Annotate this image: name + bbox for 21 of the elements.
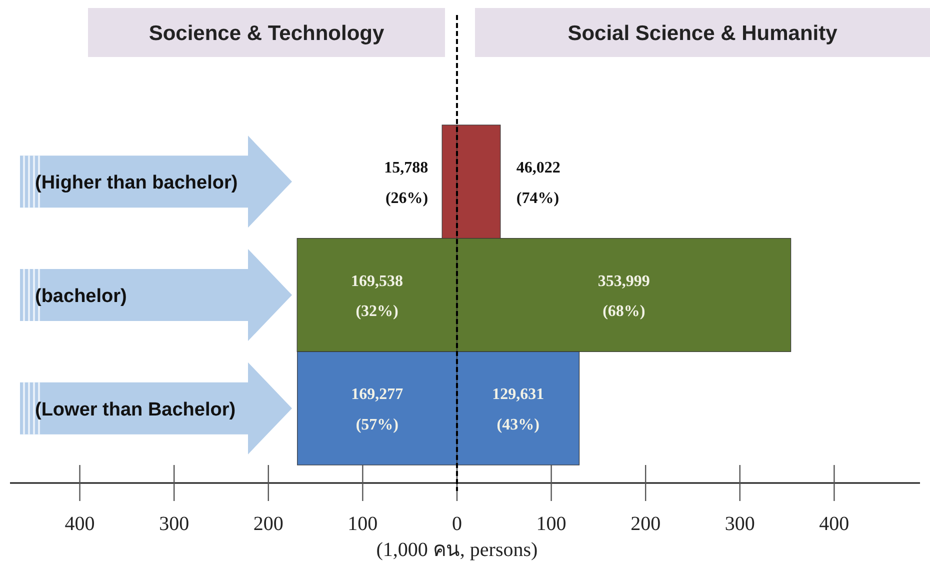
x-axis-title: (1,000 คน, persons): [376, 539, 538, 561]
annotation: 169,538 (32%): [351, 272, 404, 320]
x-tick-label: 300: [159, 513, 190, 535]
x-tick-label: 200: [253, 513, 284, 535]
chart-title: Socience & Technology: [148, 22, 384, 45]
x-tick-label: 0: [452, 513, 462, 535]
annotation: 129,631 (43%): [492, 386, 544, 434]
x-tick-label: 400: [64, 513, 95, 535]
y-tick-label: (Lower than Bachelor): [35, 399, 236, 420]
annotation: 353,999 (68%): [598, 272, 650, 320]
x-tick-label: 200: [630, 513, 661, 535]
x-tick-label: 100: [348, 513, 378, 535]
annotation: 169,277 (57%): [351, 386, 404, 434]
x-tick-label: 100: [536, 513, 566, 535]
x-tick-label: 300: [724, 513, 755, 535]
y-tick-label: (Higher than bachelor): [35, 172, 238, 194]
annotation: 46,022 (74%): [516, 159, 560, 207]
annotation: 15,788 (26%): [384, 159, 428, 207]
y-tick-label: (bachelor): [35, 286, 127, 307]
x-tick-label: 400: [819, 513, 850, 535]
chart-title: Social Science & Humanity: [568, 22, 838, 45]
